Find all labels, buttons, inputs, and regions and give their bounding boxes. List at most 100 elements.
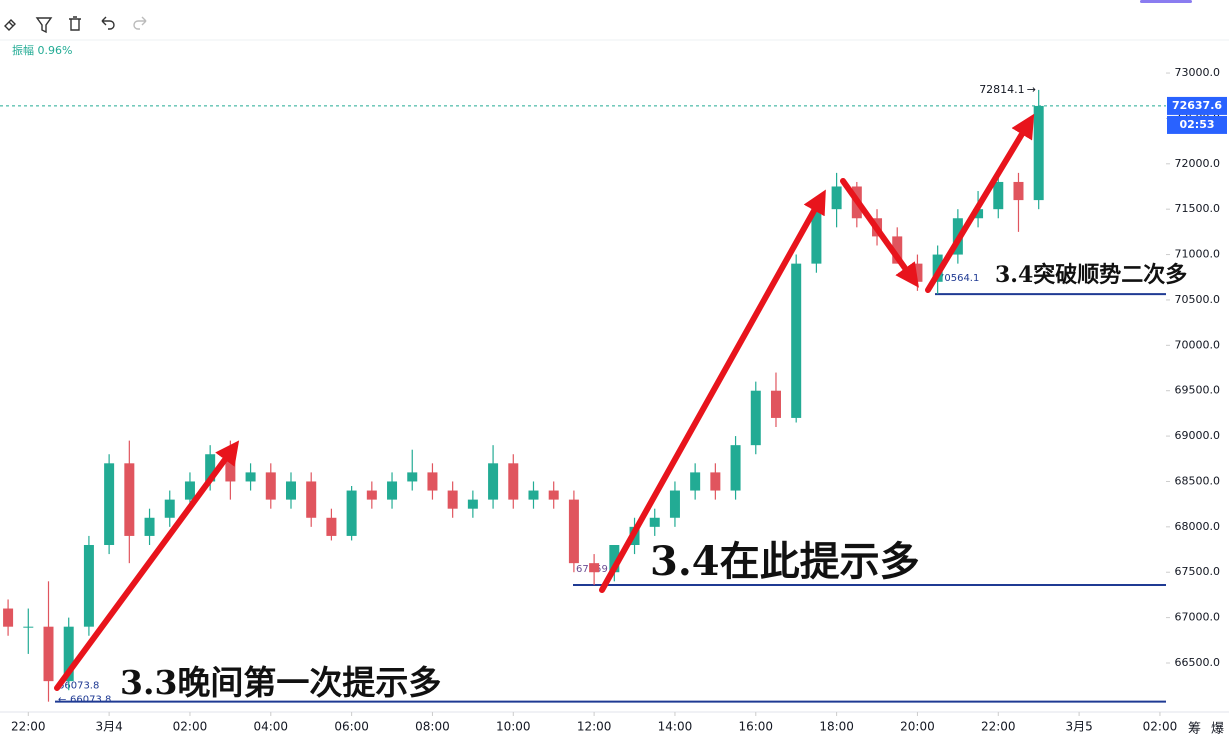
delete-icon[interactable]: [69, 16, 81, 31]
y-tick-label: 70500.0: [1175, 293, 1221, 306]
toolbar: [4, 16, 147, 34]
candle-body: [407, 472, 418, 482]
last-price-label: 72637.6: [1172, 99, 1222, 112]
corner-icon[interactable]: 筹: [1188, 721, 1201, 737]
level-label: 66073.8: [70, 695, 111, 706]
candle-body: [609, 544, 620, 573]
y-tick-label: 69500.0: [1175, 384, 1221, 397]
y-tick-label: 70000.0: [1175, 338, 1221, 351]
level-label: 70564.1: [938, 273, 979, 284]
candle-body: [245, 472, 256, 482]
candle-body: [265, 472, 276, 500]
annotation: 3.4在此提示多: [650, 538, 920, 585]
candle-body: [164, 499, 175, 518]
x-tick-label: 12:00: [577, 720, 612, 734]
candle-body: [447, 490, 458, 509]
candle-body: [791, 263, 802, 418]
countdown: 02:53: [1179, 118, 1214, 131]
candle-body: [467, 499, 478, 509]
candle-body: [770, 390, 781, 418]
undo-icon[interactable]: [101, 16, 115, 30]
x-tick-label: 22:00: [11, 720, 46, 734]
y-tick-label: 68000.0: [1175, 520, 1221, 533]
last-price-box: [1167, 96, 1227, 115]
arrows: [54, 113, 1035, 691]
candle-body: [205, 454, 216, 482]
y-tick-label: 71000.0: [1175, 248, 1221, 261]
candle-body: [993, 181, 1004, 210]
candle-body: [225, 454, 236, 482]
candle-body: [124, 463, 135, 536]
candle-body: [488, 463, 499, 500]
candle-body: [3, 608, 14, 627]
x-tick-label: 10:00: [496, 720, 531, 734]
y-tick-label: 68500.0: [1175, 474, 1221, 487]
candle-body: [568, 499, 579, 564]
x-tick-label: 14:00: [658, 720, 693, 734]
x-tick-label: 20:00: [900, 720, 935, 734]
x-tick-label: 02:00: [1143, 720, 1178, 734]
candle-body: [973, 209, 984, 219]
annotation: 3.3晚间第一次提示多: [120, 663, 441, 702]
y-tick-label: 72000.0: [1175, 157, 1221, 170]
candle-body: [649, 517, 660, 527]
x-tick-label: 3月5: [1065, 720, 1092, 734]
candle-body: [710, 472, 721, 491]
candle-body: [285, 481, 296, 500]
filter-icon[interactable]: [35, 17, 53, 34]
candle-body: [669, 490, 680, 518]
candle-body: [366, 490, 377, 500]
arrow: [54, 440, 240, 691]
x-tick-label: 3月4: [95, 720, 122, 734]
x-tick-label: 04:00: [253, 720, 288, 734]
candle-body: [326, 517, 337, 536]
y-tick-label: 67500.0: [1175, 565, 1221, 578]
candle-body: [730, 445, 741, 491]
magnet-icon[interactable]: [4, 19, 16, 31]
annotation: 3.4突破顺势二次多: [995, 262, 1187, 288]
candle-body: [690, 472, 701, 491]
candle-body: [104, 463, 115, 545]
level-arrow: ←: [58, 695, 66, 706]
arrow: [840, 178, 919, 288]
candle-body: [811, 209, 822, 264]
candle-body: [750, 390, 761, 446]
countdown-box: [1167, 115, 1227, 134]
x-tick-label: 02:00: [173, 720, 208, 734]
candle-body: [83, 544, 94, 627]
candle-body: [184, 481, 195, 500]
candle-body: [346, 490, 357, 536]
high-label: 72814.1: [979, 83, 1025, 96]
x-tick-label: 08:00: [415, 720, 450, 734]
redo-icon[interactable]: [133, 16, 147, 30]
candle-body: [548, 490, 559, 500]
candle-body: [892, 236, 903, 264]
candle-body: [508, 463, 519, 500]
candle-body: [23, 626, 34, 628]
arrow: [599, 189, 826, 593]
candle-body: [63, 626, 74, 682]
y-tick-label: 66500.0: [1175, 656, 1221, 669]
high-arrow: →: [1027, 83, 1036, 96]
candle-body: [427, 472, 438, 491]
y-tick-label: 71500.0: [1175, 202, 1221, 215]
stats: 振幅 0.96%: [12, 43, 72, 57]
y-tick-label: 73000.0: [1175, 66, 1221, 79]
candle-body: [1013, 181, 1024, 201]
candle-body: [589, 563, 600, 573]
top-badge: [1140, 0, 1192, 3]
candle-body: [306, 481, 317, 518]
candle-body: [144, 517, 155, 536]
x-tick-label: 06:00: [334, 720, 369, 734]
y-tick-label: 69000.0: [1175, 429, 1221, 442]
corner-icon[interactable]: 爆: [1211, 722, 1224, 737]
level-label: 66073.8: [58, 681, 99, 692]
candle-body: [528, 490, 539, 500]
candle-body: [831, 186, 842, 210]
x-tick-label: 22:00: [981, 720, 1016, 734]
candle-body: [1033, 105, 1044, 201]
x-tick-label: 18:00: [819, 720, 854, 734]
x-tick-label: 16:00: [738, 720, 773, 734]
